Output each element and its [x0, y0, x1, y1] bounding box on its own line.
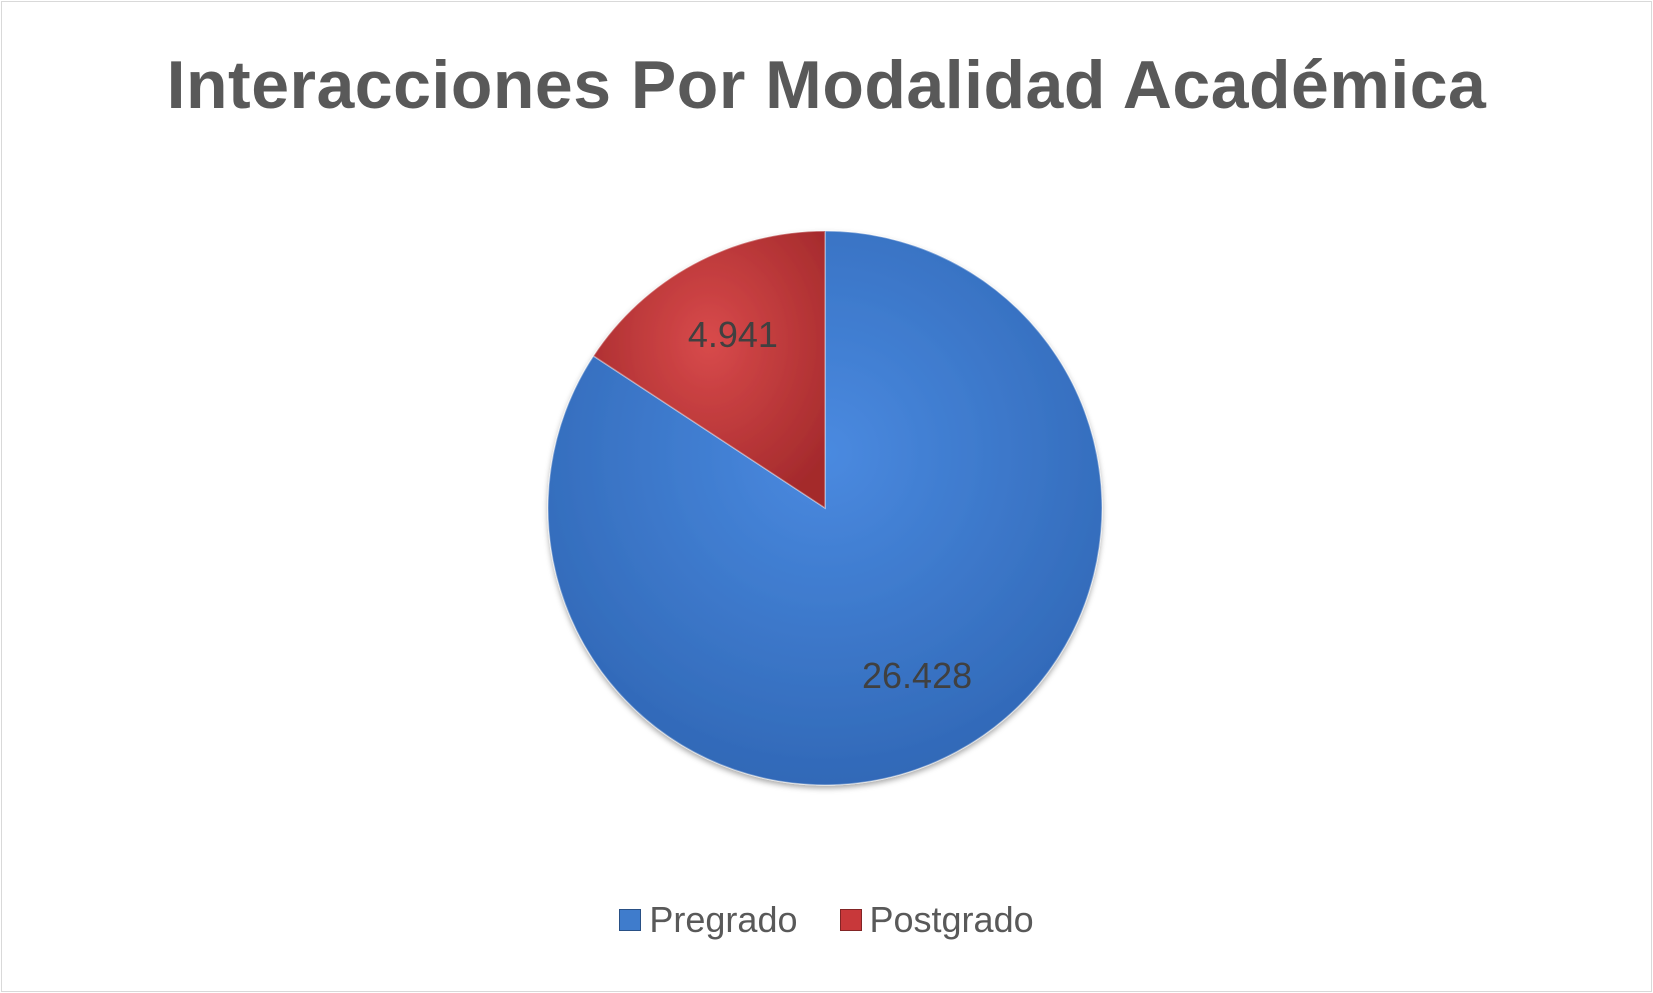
legend-label-pregrado: Pregrado — [649, 899, 798, 940]
legend-swatch-postgrado — [839, 909, 862, 931]
data-label-postgrado: 4.941 — [688, 314, 778, 355]
legend: Pregrado Postgrado — [2, 898, 1651, 942]
legend-label-postgrado: Postgrado — [869, 899, 1034, 940]
legend-item-pregrado: Pregrado — [619, 898, 798, 942]
data-label-pregrado: 26.428 — [862, 655, 972, 696]
legend-item-postgrado: Postgrado — [839, 898, 1034, 942]
pie-slice-postgrado — [592, 230, 826, 510]
chart-title: Interacciones Por Modalidad Académica — [166, 47, 1487, 123]
legend-swatch-pregrado — [619, 909, 642, 931]
